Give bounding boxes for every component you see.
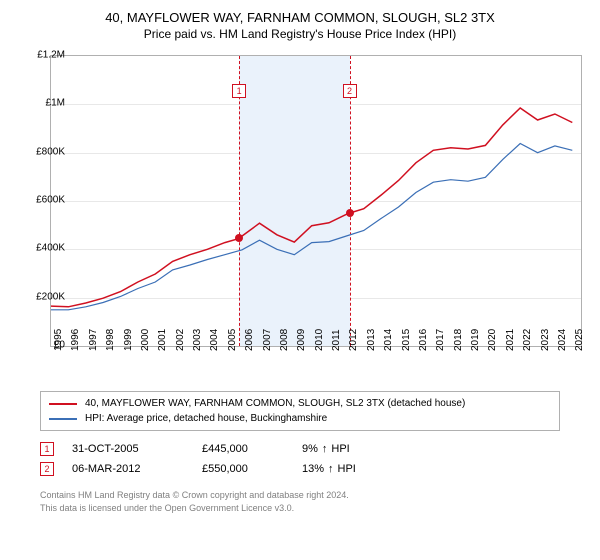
sale-dot <box>235 234 243 242</box>
x-axis-label: 2009 <box>296 329 307 351</box>
x-axis-label: 2017 <box>435 329 446 351</box>
sale-marker-icon: 1 <box>40 442 54 456</box>
y-axis-label: £800K <box>25 146 65 157</box>
x-axis-label: 2022 <box>522 329 533 351</box>
x-axis-label: 2021 <box>505 329 516 351</box>
x-axis-label: 2014 <box>383 329 394 351</box>
sales-row: 1 31-OCT-2005 £445,000 9% ↑ HPI <box>40 439 560 459</box>
y-axis-label: £200K <box>25 291 65 302</box>
chart-area: 12 £0£200K£400K£600K£800K£1M£1.2M1995199… <box>0 45 600 385</box>
x-axis-label: 2007 <box>262 329 273 351</box>
sale-pct: 9% ↑ HPI <box>302 443 422 455</box>
plot-region: 12 <box>50 55 582 347</box>
x-axis-label: 2016 <box>418 329 429 351</box>
sales-table: 1 31-OCT-2005 £445,000 9% ↑ HPI 2 06-MAR… <box>40 439 560 479</box>
footer-line: Contains HM Land Registry data © Crown c… <box>40 489 560 502</box>
x-axis-label: 2024 <box>557 329 568 351</box>
sale-dot <box>346 209 354 217</box>
x-axis-label: 1998 <box>105 329 116 351</box>
sales-row: 2 06-MAR-2012 £550,000 13% ↑ HPI <box>40 459 560 479</box>
chart-header: 40, MAYFLOWER WAY, FARNHAM COMMON, SLOUG… <box>0 0 600 45</box>
x-axis-label: 2001 <box>157 329 168 351</box>
sale-date: 31-OCT-2005 <box>72 443 202 455</box>
x-axis-label: 2005 <box>227 329 238 351</box>
sale-date: 06-MAR-2012 <box>72 463 202 475</box>
x-axis-label: 2011 <box>331 329 342 351</box>
x-axis-label: 2019 <box>470 329 481 351</box>
chart-title: 40, MAYFLOWER WAY, FARNHAM COMMON, SLOUG… <box>0 10 600 25</box>
x-axis-label: 1995 <box>53 329 64 351</box>
y-axis-label: £1M <box>25 98 65 109</box>
x-axis-label: 2012 <box>348 329 359 351</box>
x-axis-label: 2004 <box>209 329 220 351</box>
x-axis-label: 2023 <box>540 329 551 351</box>
x-axis-label: 1999 <box>123 329 134 351</box>
x-axis-label: 2002 <box>175 329 186 351</box>
arrow-up-icon: ↑ <box>328 463 334 475</box>
chart-subtitle: Price paid vs. HM Land Registry's House … <box>0 27 600 41</box>
chart-container: 40, MAYFLOWER WAY, FARNHAM COMMON, SLOUG… <box>0 0 600 514</box>
y-axis-label: £1.2M <box>25 50 65 61</box>
legend-swatch <box>49 403 77 405</box>
x-axis-label: 2015 <box>401 329 412 351</box>
x-axis-label: 2003 <box>192 329 203 351</box>
legend: 40, MAYFLOWER WAY, FARNHAM COMMON, SLOUG… <box>40 391 560 431</box>
x-axis-label: 2010 <box>314 329 325 351</box>
series-property <box>51 108 572 307</box>
x-axis-label: 2008 <box>279 329 290 351</box>
footer-line: This data is licensed under the Open Gov… <box>40 502 560 515</box>
sale-marker-icon: 2 <box>40 462 54 476</box>
x-axis-label: 2000 <box>140 329 151 351</box>
sale-price: £550,000 <box>202 463 302 475</box>
x-axis-label: 2025 <box>574 329 585 351</box>
legend-label: HPI: Average price, detached house, Buck… <box>85 413 327 424</box>
legend-label: 40, MAYFLOWER WAY, FARNHAM COMMON, SLOUG… <box>85 398 465 409</box>
arrow-up-icon: ↑ <box>322 443 328 455</box>
x-axis-label: 2020 <box>487 329 498 351</box>
legend-row: 40, MAYFLOWER WAY, FARNHAM COMMON, SLOUG… <box>49 396 551 411</box>
legend-row: HPI: Average price, detached house, Buck… <box>49 411 551 426</box>
x-axis-label: 1997 <box>88 329 99 351</box>
sale-price: £445,000 <box>202 443 302 455</box>
x-axis-label: 2018 <box>453 329 464 351</box>
sale-pct: 13% ↑ HPI <box>302 463 422 475</box>
y-axis-label: £600K <box>25 195 65 206</box>
x-axis-label: 1996 <box>70 329 81 351</box>
footer: Contains HM Land Registry data © Crown c… <box>40 489 560 514</box>
y-axis-label: £400K <box>25 243 65 254</box>
x-axis-label: 2006 <box>244 329 255 351</box>
x-axis-label: 2013 <box>366 329 377 351</box>
legend-swatch <box>49 418 77 420</box>
